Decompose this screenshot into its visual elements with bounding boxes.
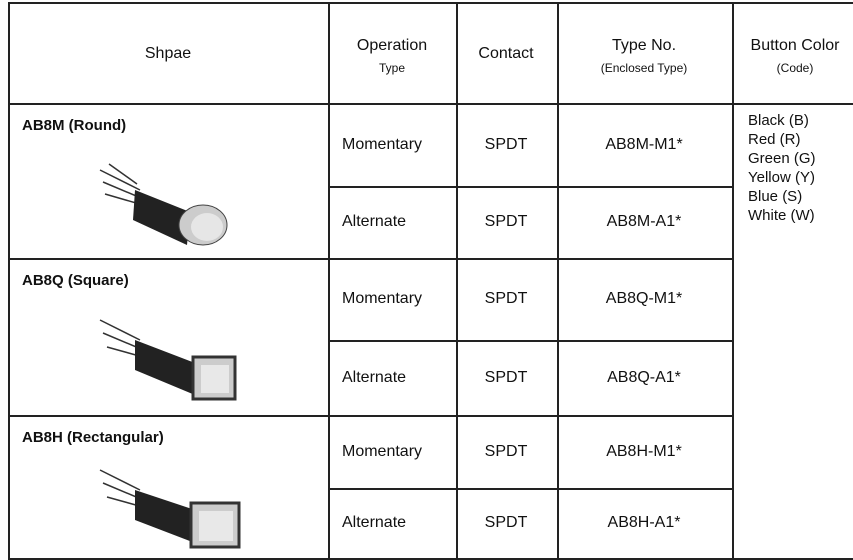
rule [557, 2, 559, 558]
rule [732, 2, 734, 558]
header-title: Shpae [144, 45, 192, 62]
contact: SPDT [484, 368, 528, 386]
header-subtitle: (Enclosed Type) [600, 61, 688, 75]
rule [8, 2, 10, 558]
color-code: Blue (S) [748, 188, 803, 205]
contact: SPDT [484, 514, 528, 531]
contact: SPDT [484, 442, 528, 460]
header-title: Button Color [750, 37, 840, 54]
type-no: AB8M-A1* [606, 213, 682, 230]
operation: Momentary [342, 442, 423, 460]
shape-name: AB8M (Round) [22, 117, 127, 134]
operation: Alternate [342, 514, 407, 531]
rule [8, 103, 853, 105]
header-title: Type No. [611, 37, 677, 54]
color-code: Yellow (Y) [748, 169, 815, 186]
header-title: Contact [478, 45, 534, 62]
type-no: AB8Q-M1* [605, 290, 683, 307]
color-code: Green (G) [748, 150, 816, 167]
shape-name: AB8Q (Square) [22, 272, 129, 289]
header-subtitle: Type [378, 61, 406, 75]
type-no: AB8Q-A1* [607, 368, 681, 386]
rule [328, 2, 330, 558]
color-code: Black (B) [748, 112, 809, 129]
operation: Alternate [342, 368, 407, 386]
color-code: Red (R) [748, 131, 801, 148]
operation: Alternate [342, 213, 407, 230]
rule [8, 258, 732, 260]
rule [8, 415, 732, 417]
contact: SPDT [484, 213, 528, 230]
contact: SPDT [484, 290, 528, 307]
button-image [99, 163, 228, 246]
operation: Momentary [342, 135, 423, 153]
shape-name: AB8H (Rectangular) [22, 429, 164, 446]
operation: Momentary [342, 290, 423, 307]
button-image [99, 319, 237, 401]
button-image [99, 469, 241, 549]
rule [456, 2, 458, 558]
rule [8, 558, 853, 560]
type-no: AB8H-M1* [606, 442, 682, 460]
contact: SPDT [484, 135, 528, 153]
rule [328, 186, 732, 188]
rule [8, 2, 853, 4]
type-no: AB8H-A1* [607, 514, 681, 531]
type-no: AB8M-M1* [605, 135, 683, 153]
header-title: Operation [356, 37, 428, 54]
rule [328, 340, 732, 342]
rule [328, 488, 732, 490]
color-code: White (W) [748, 207, 815, 224]
header-subtitle: (Code) [776, 61, 814, 75]
